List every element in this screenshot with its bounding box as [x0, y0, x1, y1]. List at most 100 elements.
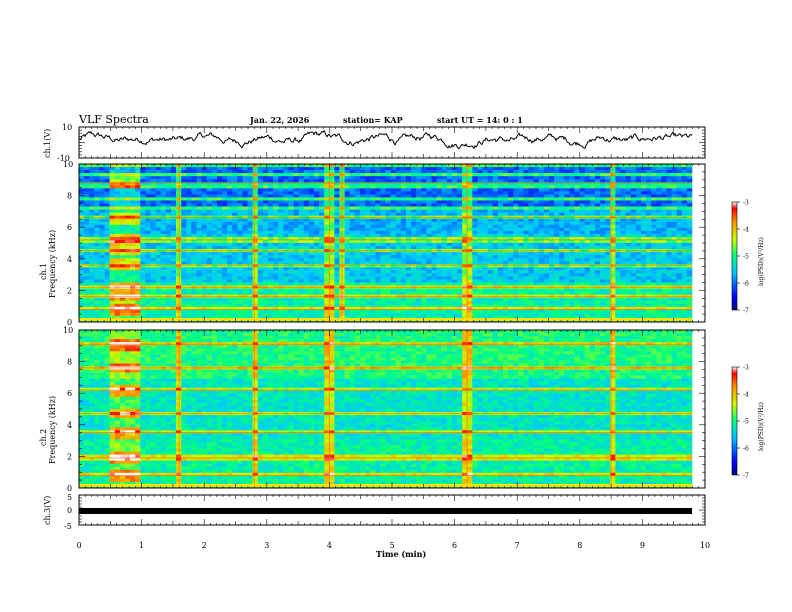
- spectrogram-cell: [431, 233, 437, 238]
- spectrogram-cell: [676, 221, 683, 226]
- spectrogram-cell: [135, 170, 141, 174]
- spectrogram-cell: [589, 273, 596, 277]
- spectrogram-cell: [130, 164, 136, 168]
- spectrogram-cell: [84, 170, 90, 174]
- spectrogram-cell: [656, 182, 662, 186]
- spectrogram-cell: [492, 203, 499, 207]
- spectrogram-cell: [145, 276, 151, 280]
- spectrogram-cell: [201, 267, 208, 271]
- spectrogram-cell: [170, 215, 177, 219]
- spectrogram-cell: [242, 227, 248, 232]
- spectrogram-cell: [130, 176, 136, 180]
- spectrogram-cell: [656, 267, 662, 271]
- spectrogram-cell: [620, 218, 626, 223]
- spectrogram-cell: [594, 164, 601, 168]
- spectrogram-cell: [625, 218, 631, 223]
- spectrogram-cell: [518, 227, 524, 232]
- spectrogram-cell: [191, 209, 197, 213]
- spectrogram-cell: [477, 185, 483, 189]
- spectrogram-cell: [354, 215, 361, 219]
- spectrogram-cell: [681, 261, 688, 265]
- spectrogram-cell: [533, 197, 540, 201]
- spectrogram-cell: [554, 185, 560, 189]
- spectrogram-cell: [451, 227, 458, 232]
- spectrogram-cell: [104, 173, 110, 177]
- spectrogram-cell: [564, 261, 570, 265]
- spectrogram-cell: [508, 221, 514, 226]
- spectrogram-cell: [400, 227, 407, 232]
- spectrogram-cell: [247, 273, 253, 277]
- spectrogram-cell: [554, 182, 560, 186]
- spectrogram-cell: [324, 197, 330, 201]
- spectrogram-cell: [324, 176, 330, 180]
- spectrogram-cell: [640, 170, 647, 174]
- spectrogram-cell: [497, 282, 504, 286]
- spectrogram-cell: [303, 264, 310, 268]
- spectrogram-cell: [349, 258, 356, 262]
- spectrogram-cell: [278, 173, 284, 177]
- spectrogram-cell: [196, 276, 202, 280]
- spectrogram-cell: [605, 279, 611, 283]
- spectrogram-cell: [426, 224, 432, 229]
- spectrogram-cell: [411, 209, 417, 213]
- spectrogram-cell: [426, 218, 432, 223]
- spectrogram-cell: [124, 200, 131, 204]
- spectrogram-cell: [84, 221, 90, 226]
- spectrogram-cell: [252, 227, 259, 232]
- spectrogram-cell: [605, 270, 611, 274]
- spectrogram-cell: [405, 261, 412, 265]
- spectrogram-cell: [508, 179, 514, 183]
- spectrogram-cell: [405, 224, 412, 229]
- spectrogram-cell: [354, 233, 361, 238]
- spectrogram-cell: [191, 264, 197, 268]
- spectrogram-cell: [329, 215, 335, 219]
- spectrogram-cell: [201, 221, 208, 226]
- spectrogram-cell: [487, 221, 494, 226]
- spectrogram-cell: [600, 179, 606, 183]
- spectrogram-cell: [559, 221, 565, 226]
- spectrogram-cell: [257, 176, 264, 180]
- spectrogram-cell: [441, 239, 448, 244]
- spectrogram-cell: [84, 182, 90, 186]
- spectrogram-cell: [651, 276, 657, 280]
- spectrogram-cell: [661, 221, 667, 226]
- spectrogram-cell: [313, 273, 320, 277]
- spectrogram-cell: [145, 218, 151, 223]
- spectrogram-cell: [436, 243, 442, 247]
- spectrogram-cell: [676, 218, 683, 223]
- spectrogram-cell: [155, 176, 162, 180]
- spectrogram-cell: [416, 188, 422, 192]
- spectrogram-cell: [559, 206, 565, 210]
- spectrogram-cell: [646, 209, 652, 213]
- spectrogram-cell: [191, 212, 197, 216]
- spectrogram-cell: [651, 167, 657, 171]
- spectrogram-cell: [380, 188, 386, 192]
- spectrogram-cell: [513, 246, 519, 250]
- spectrogram-cell: [84, 243, 90, 247]
- spectrogram-cell: [574, 197, 580, 201]
- spectrogram-cell: [283, 230, 289, 235]
- spectrogram-cell: [594, 212, 601, 216]
- spectrogram-cell: [140, 176, 146, 180]
- spectrogram-cell: [640, 194, 647, 198]
- spectrogram-cell: [288, 167, 294, 171]
- spectrogram-cell: [109, 246, 116, 250]
- spectrogram-cell: [247, 203, 253, 207]
- spectrogram-cell: [533, 258, 540, 262]
- spectrogram-cell: [201, 224, 208, 229]
- spectrogram-cell: [651, 212, 657, 216]
- spectrogram-cell: [416, 179, 422, 183]
- spectrogram-cell: [441, 279, 448, 283]
- ch1-waveform-line: [78, 129, 693, 150]
- spectrogram-cell: [145, 258, 151, 262]
- spectrogram-cell: [104, 279, 110, 283]
- spectrogram-cell: [528, 212, 534, 216]
- spectrogram-cell: [411, 276, 417, 280]
- spectrogram-cell: [181, 279, 187, 283]
- spectrogram-cell: [150, 197, 156, 201]
- spectrogram-cell: [497, 191, 504, 195]
- spectrogram-cell: [313, 185, 320, 189]
- spectrogram-cell: [216, 236, 223, 241]
- spectrogram-cell: [518, 252, 524, 256]
- spectrogram-cell: [528, 194, 534, 198]
